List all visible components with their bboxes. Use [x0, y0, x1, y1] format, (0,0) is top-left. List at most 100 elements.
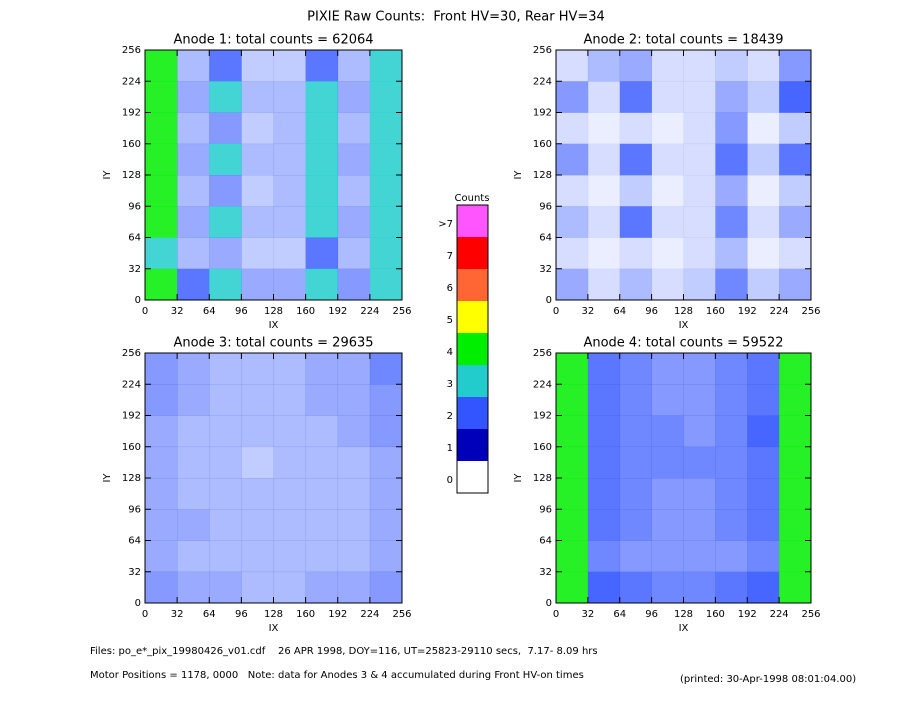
heat-cell [715, 478, 748, 510]
x-tick-label: 192 [328, 306, 347, 317]
x-tick-label: 224 [770, 306, 789, 317]
heat-cell [587, 540, 621, 573]
heat-cell [369, 50, 403, 82]
x-tick-label: 96 [235, 609, 248, 620]
heat-cell [715, 50, 748, 82]
heat-cell [683, 143, 716, 176]
heat-cell [556, 478, 589, 510]
heat-cell [241, 112, 274, 145]
heat-cell [241, 540, 274, 573]
x-tick-label: 256 [392, 306, 411, 317]
colorbar-swatch [457, 301, 488, 333]
x-tick-label: 32 [582, 609, 595, 620]
colorbar-label: >7 [438, 219, 453, 230]
colorbar-label: 0 [447, 475, 453, 486]
y-tick-label: 128 [122, 473, 141, 484]
heat-cell [651, 509, 684, 541]
heat-cell [241, 175, 274, 207]
heat-cell [683, 81, 716, 113]
x-tick-label: 256 [392, 609, 411, 620]
x-tick-label: 0 [142, 609, 148, 620]
heat-cell [305, 415, 339, 448]
heat-cell [369, 540, 403, 573]
x-tick-label: 192 [738, 609, 757, 620]
heat-cell [273, 415, 306, 448]
y-tick-label: 128 [533, 170, 552, 181]
heat-cell [779, 237, 812, 270]
heat-cell [779, 50, 812, 82]
heat-cell [145, 268, 178, 301]
colorbar-label: 5 [447, 315, 453, 326]
y-tick-label: 192 [533, 108, 552, 119]
heat-cell [369, 353, 403, 385]
heat-cell [337, 478, 371, 510]
heat-cell [619, 81, 652, 113]
y-tick-label: 96 [539, 201, 552, 212]
colorbar-swatch [457, 365, 488, 397]
heat-cell [177, 540, 210, 573]
heat-cell [747, 112, 780, 145]
heat-cell [779, 384, 812, 416]
heat-cell [273, 353, 306, 385]
heat-cell [779, 268, 812, 301]
footer-files: Files: po_e*_pix_19980426_v01.cdf 26 APR… [90, 646, 598, 657]
heat-cell [587, 478, 621, 510]
heat-cell [177, 478, 210, 510]
heat-cell [305, 206, 339, 238]
heat-cell [305, 175, 339, 207]
x-tick-label: 192 [328, 609, 347, 620]
heat-cell [683, 571, 716, 604]
x-tick-label: 64 [203, 306, 216, 317]
heat-cell [715, 415, 748, 448]
x-axis-label: IX [269, 623, 279, 634]
heat-cell [337, 571, 371, 604]
heat-cell [556, 384, 589, 416]
heat-cell [145, 571, 178, 604]
heat-cell [305, 540, 339, 573]
heat-cell [683, 50, 716, 82]
colorbar-swatch [457, 429, 488, 461]
y-tick-label: 160 [122, 139, 141, 150]
heat-cell [241, 237, 274, 270]
heat-cell [747, 206, 780, 238]
heat-cell [273, 540, 306, 573]
x-tick-label: 224 [360, 609, 379, 620]
heat-cell [619, 509, 652, 541]
heat-cell [273, 50, 306, 82]
y-tick-label: 160 [533, 442, 552, 453]
x-tick-label: 160 [296, 609, 315, 620]
heat-cell [369, 446, 403, 479]
heat-cell [337, 384, 371, 416]
x-tick-label: 224 [770, 609, 789, 620]
x-axis-label: IX [679, 320, 689, 331]
heat-cell [619, 478, 652, 510]
heat-cell [619, 143, 652, 176]
x-tick-label: 256 [801, 609, 820, 620]
heat-cell [145, 81, 178, 113]
heat-cell [177, 206, 210, 238]
heat-cell [209, 384, 242, 416]
heat-cell [369, 81, 403, 113]
y-axis-label: IY [102, 473, 113, 483]
colorbar-swatch [457, 237, 488, 269]
heat-cell [556, 81, 589, 113]
heat-cell [209, 509, 242, 541]
y-tick-label: 32 [128, 264, 141, 275]
heat-cell [209, 50, 242, 82]
y-axis-label: IY [102, 170, 113, 180]
heat-cell [305, 143, 339, 176]
y-tick-label: 64 [539, 233, 552, 244]
heat-cell [587, 237, 621, 270]
y-tick-label: 0 [135, 598, 141, 609]
heat-cell [556, 509, 589, 541]
heat-cell [779, 540, 812, 573]
heat-cell [651, 50, 684, 82]
heat-cell [177, 384, 210, 416]
y-tick-label: 224 [533, 379, 552, 390]
heat-cell [241, 353, 274, 385]
y-tick-label: 0 [546, 295, 552, 306]
heat-cell [241, 509, 274, 541]
heat-cell [337, 175, 371, 207]
heat-cell [587, 384, 621, 416]
heat-cell [747, 478, 780, 510]
